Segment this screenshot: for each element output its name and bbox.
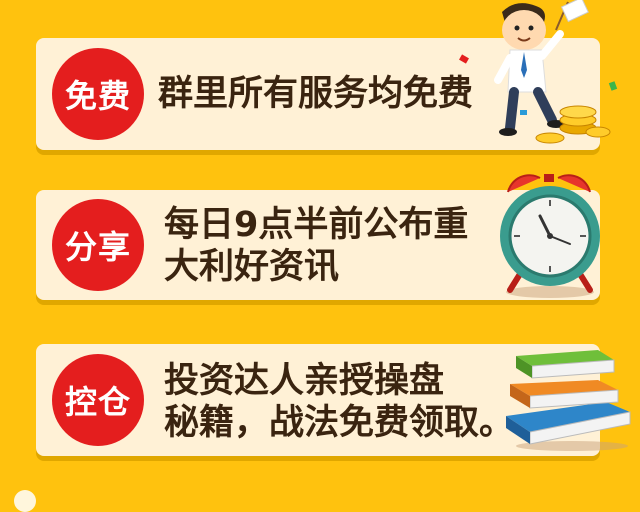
card-share-text: 每日9点半前公布重 大利好资讯 xyxy=(164,204,468,288)
card-position-line-2: 秘籍，战法免费领取。 xyxy=(164,403,515,443)
badge-share: 分享 xyxy=(52,199,144,291)
businessman-with-coins-icon xyxy=(494,0,611,144)
alarm-clock-icon xyxy=(500,174,600,298)
badge-position: 控仓 xyxy=(52,354,144,446)
badge-free-label: 免费 xyxy=(64,77,131,115)
card-free-line-1: 群里所有服务均免费 xyxy=(158,74,474,114)
decorative-dot xyxy=(14,490,36,512)
badge-share-label: 分享 xyxy=(64,228,131,266)
book-stack-icon xyxy=(506,350,631,451)
card-position-text: 投资达人亲授操盘 秘籍，战法免费领取。 xyxy=(164,360,514,444)
card-share-line-2: 大利好资讯 xyxy=(164,247,340,287)
badge-free: 免费 xyxy=(52,48,144,140)
card-position-line-1: 投资达人亲授操盘 xyxy=(164,361,445,401)
card-share-line-1: 每日9点半前公布重 xyxy=(164,205,469,245)
card-free: 免费 群里所有服务均免费 xyxy=(36,38,600,150)
card-share: 分享 每日9点半前公布重 大利好资讯 xyxy=(36,190,600,300)
badge-position-label: 控仓 xyxy=(64,383,131,421)
confetti-shape xyxy=(520,110,527,115)
card-free-text: 群里所有服务均免费 xyxy=(158,73,473,115)
card-position: 控仓 投资达人亲授操盘 秘籍，战法免费领取。 xyxy=(36,344,600,456)
